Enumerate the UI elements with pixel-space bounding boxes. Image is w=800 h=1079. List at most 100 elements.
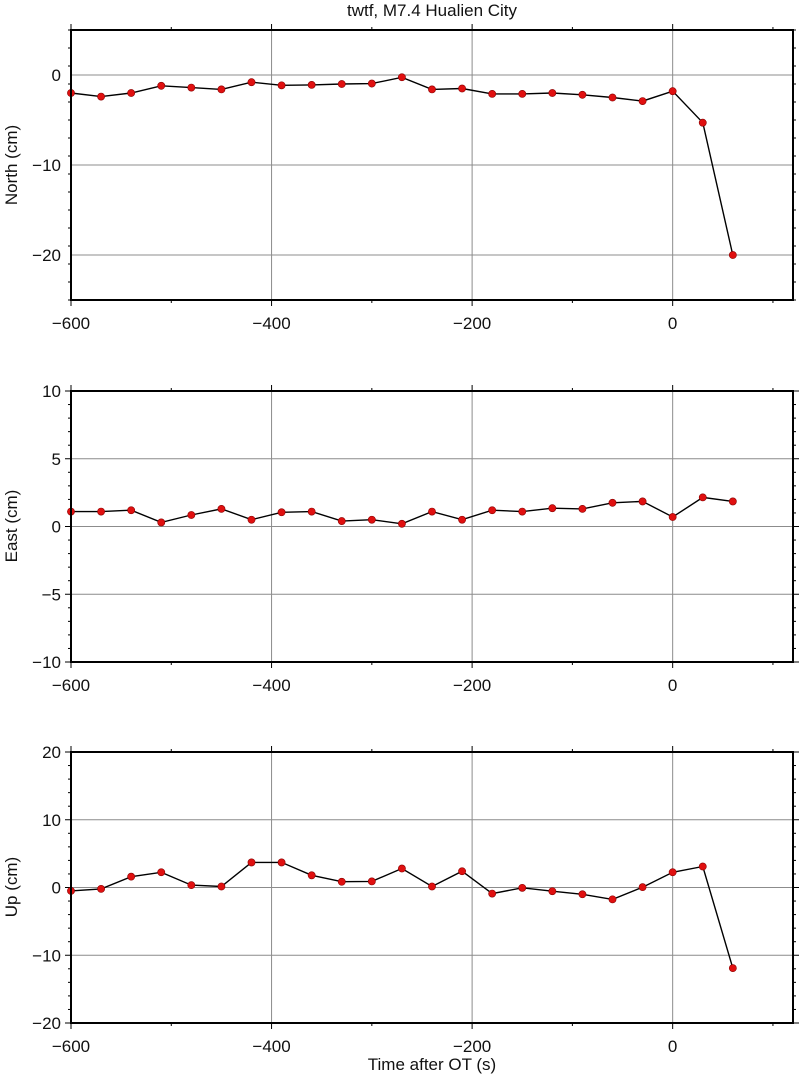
up-ylabel: Up (cm)	[2, 856, 21, 918]
y-tick-label: −10	[32, 653, 61, 672]
data-line	[71, 496, 733, 525]
data-point-marker	[337, 80, 346, 88]
data-point-marker	[217, 882, 226, 891]
plot-frame	[70, 390, 794, 663]
data-point-marker	[578, 504, 587, 513]
y-tick-label: 10	[42, 811, 61, 830]
x-tick-label: −200	[453, 314, 491, 333]
data-point-marker	[518, 883, 527, 892]
data-point-marker	[728, 964, 737, 973]
data-point-marker	[307, 871, 316, 880]
data-point-marker	[728, 251, 737, 259]
data-point-marker	[367, 877, 376, 886]
data-point-marker	[548, 89, 557, 97]
data-point-marker	[518, 507, 527, 516]
data-point-marker	[458, 867, 466, 876]
north-ylabel: North (cm)	[2, 124, 21, 206]
data-point-marker	[608, 895, 617, 904]
x-tick-label: −200	[453, 1037, 491, 1056]
data-point-marker	[337, 877, 346, 886]
data-point-marker	[247, 858, 256, 867]
x-axis-label: Time after OT (s)	[367, 1055, 497, 1074]
data-line	[70, 861, 734, 969]
y-tick-label: −10	[32, 156, 61, 175]
data-point-marker	[127, 89, 136, 97]
north-panel: −600 −400 −200 0 −20 −10 0	[32, 24, 796, 333]
data-point-marker	[698, 862, 707, 871]
data-point-marker	[668, 87, 677, 96]
data-point-marker	[668, 868, 677, 877]
data-point-marker	[187, 881, 196, 890]
up-panel: −600 −400 −200 0 −20 −10 0 10 20	[32, 743, 799, 1056]
data-point-marker	[187, 83, 196, 92]
data-point-marker	[428, 507, 436, 516]
data-point-marker	[398, 519, 406, 528]
x-tick-label: 0	[668, 1037, 677, 1056]
data-point-marker	[277, 81, 286, 90]
y-tick-label: −10	[32, 946, 61, 965]
data-point-marker	[97, 884, 105, 893]
data-point-marker	[698, 118, 707, 127]
x-tick-label: 0	[668, 676, 677, 695]
y-tick-label: −20	[32, 1014, 61, 1033]
data-point-marker	[367, 515, 376, 524]
data-point-marker	[608, 498, 617, 507]
data-point-marker	[157, 868, 166, 877]
data-point-marker	[97, 92, 105, 101]
data-line	[70, 76, 734, 256]
data-point-marker	[638, 883, 647, 892]
data-point-marker	[398, 73, 406, 82]
data-point-marker	[458, 515, 466, 524]
data-point-marker	[698, 493, 707, 502]
data-point-marker	[728, 497, 737, 506]
data-point-marker	[247, 515, 256, 524]
data-point-marker	[488, 506, 497, 515]
x-tick-label: −400	[252, 1037, 290, 1056]
east-panel: −600 −400 −200 0 −10 −5 0 5 10	[32, 382, 799, 695]
x-tick-label: −600	[52, 1037, 90, 1056]
y-tick-label: 5	[52, 450, 61, 469]
data-point-marker	[488, 90, 497, 98]
east-ylabel: East (cm)	[2, 489, 21, 563]
figure-title: twtf, M7.4 Hualien City	[346, 1, 518, 20]
x-tick-label: −600	[52, 676, 90, 695]
data-point-marker	[127, 506, 136, 515]
data-point-marker	[428, 85, 436, 94]
data-point-marker	[668, 513, 677, 521]
data-point-marker	[217, 85, 226, 94]
y-tick-label: −5	[42, 585, 61, 604]
data-point-marker	[127, 872, 136, 881]
plot-frame	[70, 29, 794, 301]
data-point-marker	[337, 517, 346, 525]
data-point-marker	[277, 508, 286, 517]
data-point-marker	[548, 887, 557, 896]
data-point-marker	[638, 497, 647, 506]
x-tick-label: −400	[252, 676, 290, 695]
data-point-marker	[157, 81, 166, 90]
data-point-marker	[458, 84, 466, 93]
data-point-marker	[217, 504, 226, 513]
data-point-marker	[367, 79, 376, 88]
data-point-marker	[187, 511, 196, 519]
data-point-marker	[97, 507, 105, 516]
y-tick-label: 0	[52, 879, 61, 898]
x-tick-label: −600	[52, 314, 90, 333]
y-tick-label: 10	[42, 382, 61, 401]
data-point-marker	[578, 90, 587, 99]
data-point-marker	[548, 504, 557, 513]
data-point-marker	[307, 81, 316, 89]
data-point-marker	[247, 78, 256, 87]
data-point-marker	[307, 507, 316, 516]
data-point-marker	[157, 518, 166, 527]
y-tick-label: −20	[32, 246, 61, 265]
data-point-marker	[398, 864, 406, 873]
data-point-marker	[638, 97, 647, 105]
data-point-marker	[428, 882, 436, 891]
data-point-marker	[518, 90, 527, 98]
y-tick-label: 0	[52, 66, 61, 85]
data-point-marker	[608, 93, 617, 102]
x-tick-label: −400	[252, 314, 290, 333]
x-tick-label: 0	[668, 314, 677, 333]
